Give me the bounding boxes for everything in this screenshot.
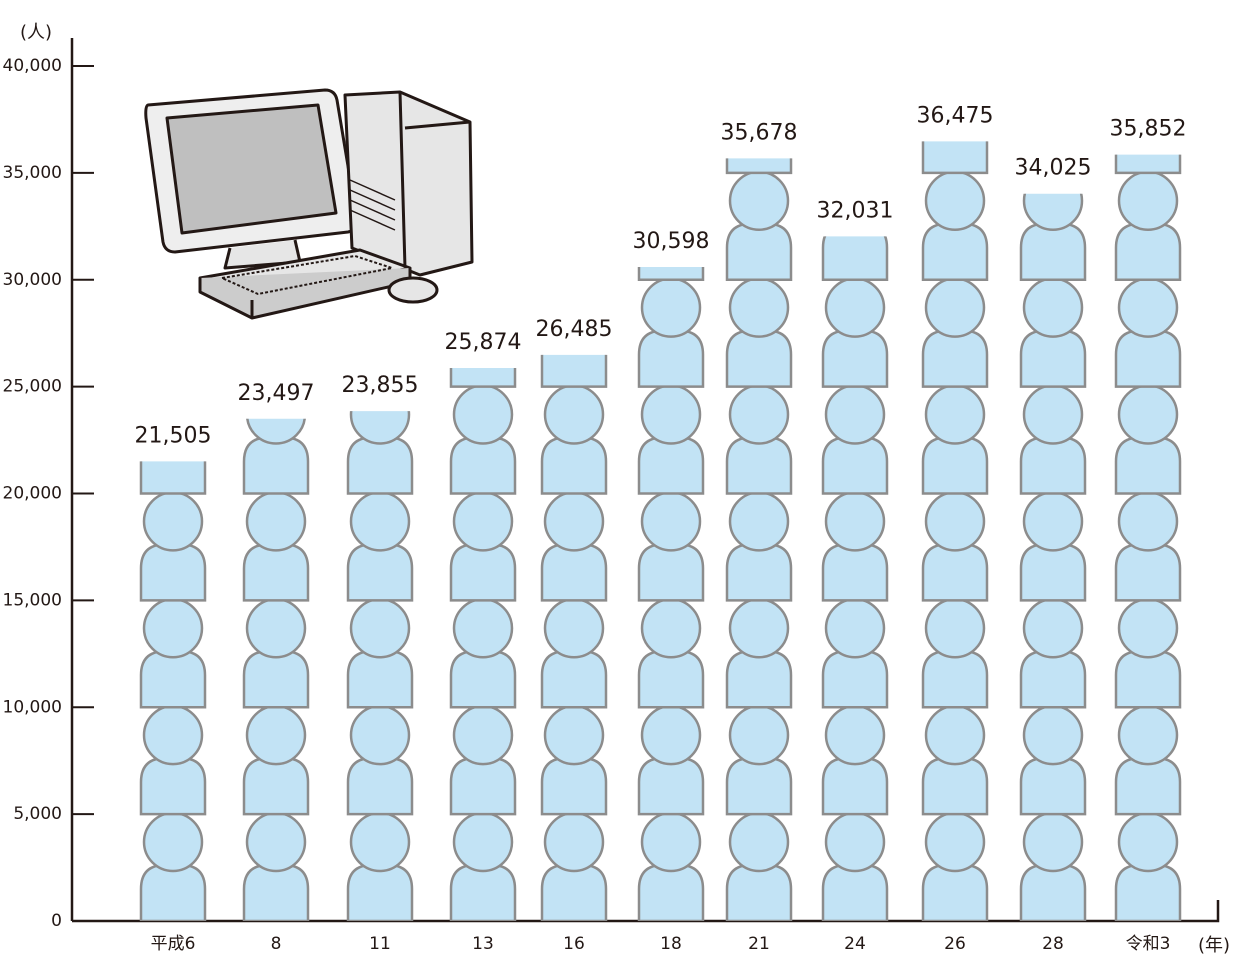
y-tick-label: 0 bbox=[51, 911, 62, 931]
x-tick-label: 8 bbox=[271, 934, 282, 954]
y-tick-label: 35,000 bbox=[3, 163, 62, 183]
x-tick-label: 11 bbox=[369, 934, 391, 954]
value-label: 21,505 bbox=[135, 423, 212, 448]
y-tick-label: 20,000 bbox=[3, 484, 62, 504]
x-tick-label: 18 bbox=[660, 934, 682, 954]
value-label: 32,031 bbox=[817, 198, 894, 223]
bar bbox=[725, 158, 793, 921]
value-label: 34,025 bbox=[1015, 156, 1092, 181]
value-label: 35,852 bbox=[1110, 117, 1187, 142]
value-label: 26,485 bbox=[536, 317, 613, 342]
bar bbox=[637, 266, 705, 921]
bar bbox=[1019, 193, 1087, 921]
y-tick-label: 5,000 bbox=[13, 804, 62, 824]
value-label: 35,678 bbox=[721, 120, 798, 145]
x-tick-label: 21 bbox=[748, 934, 770, 954]
x-tick-label: 平成6 bbox=[151, 934, 196, 954]
x-tick-label: 26 bbox=[944, 934, 966, 954]
y-tick-label: 25,000 bbox=[3, 377, 62, 397]
y-tick-label: 10,000 bbox=[3, 697, 62, 717]
bar bbox=[139, 461, 207, 921]
bar bbox=[1114, 154, 1182, 921]
value-label: 23,855 bbox=[342, 373, 419, 398]
y-axis-label: (人) bbox=[20, 22, 52, 43]
bar bbox=[449, 367, 517, 921]
bar bbox=[540, 354, 608, 921]
x-tick-label: 16 bbox=[563, 934, 585, 954]
bar bbox=[346, 411, 414, 921]
value-label: 36,475 bbox=[917, 103, 994, 128]
value-label: 25,874 bbox=[445, 330, 522, 355]
value-label: 23,497 bbox=[238, 381, 315, 406]
x-tick-label: 28 bbox=[1042, 934, 1064, 954]
bar bbox=[921, 141, 989, 922]
bar bbox=[242, 418, 310, 921]
x-axis-label: (年) bbox=[1198, 935, 1230, 956]
x-tick-label: 13 bbox=[472, 934, 494, 954]
y-tick-label: 15,000 bbox=[3, 590, 62, 610]
y-tick-label: 40,000 bbox=[3, 56, 62, 76]
value-label: 30,598 bbox=[633, 229, 710, 254]
computer-illustration bbox=[144, 88, 474, 320]
bar bbox=[821, 236, 889, 921]
y-tick-label: 30,000 bbox=[3, 270, 62, 290]
x-tick-label: 令和3 bbox=[1126, 934, 1171, 954]
x-tick-label: 24 bbox=[844, 934, 866, 954]
